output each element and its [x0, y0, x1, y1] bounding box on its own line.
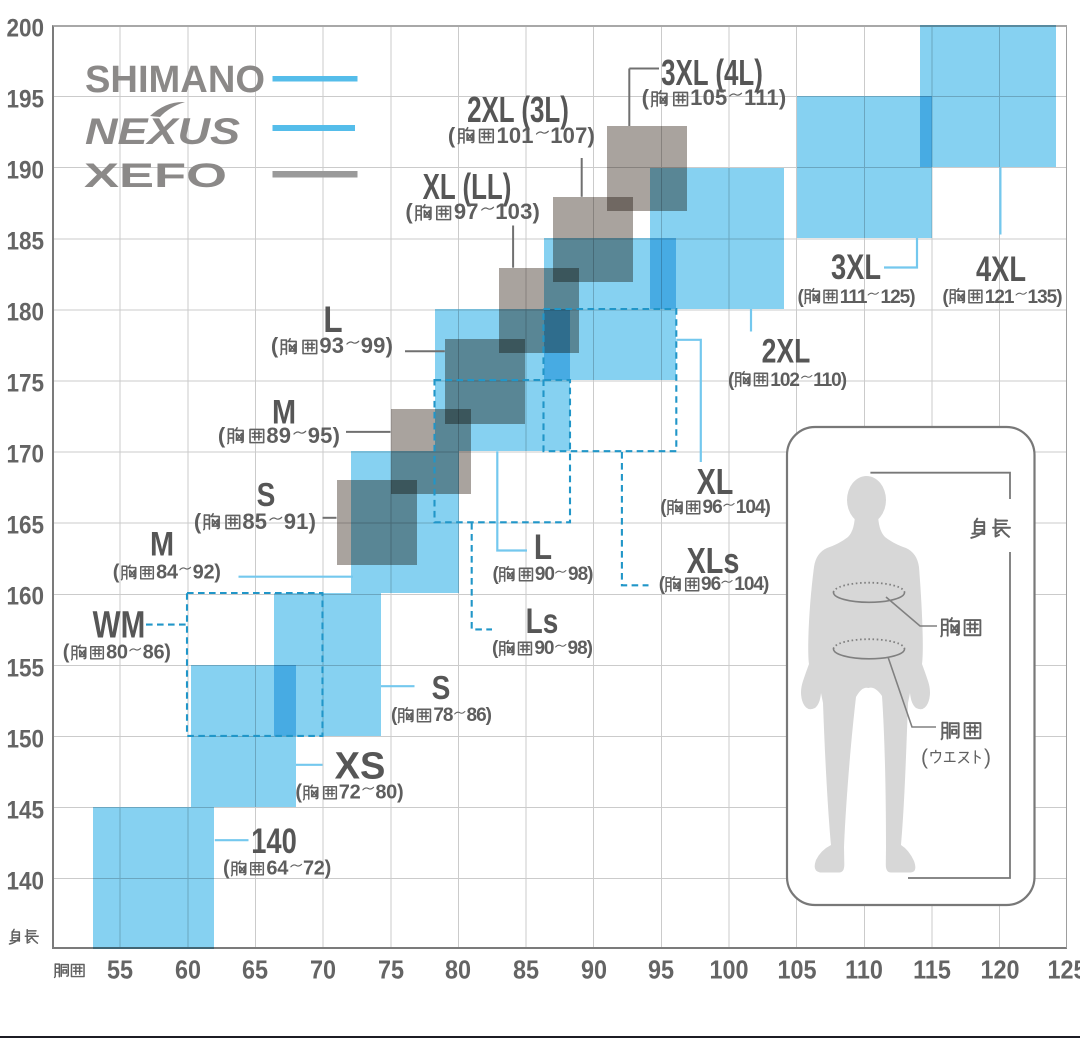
svg-text:NEXUS: NEXUS	[85, 111, 240, 152]
svg-text:XEFO: XEFO	[84, 157, 227, 195]
svg-text:SHIMANO: SHIMANO	[85, 59, 265, 101]
